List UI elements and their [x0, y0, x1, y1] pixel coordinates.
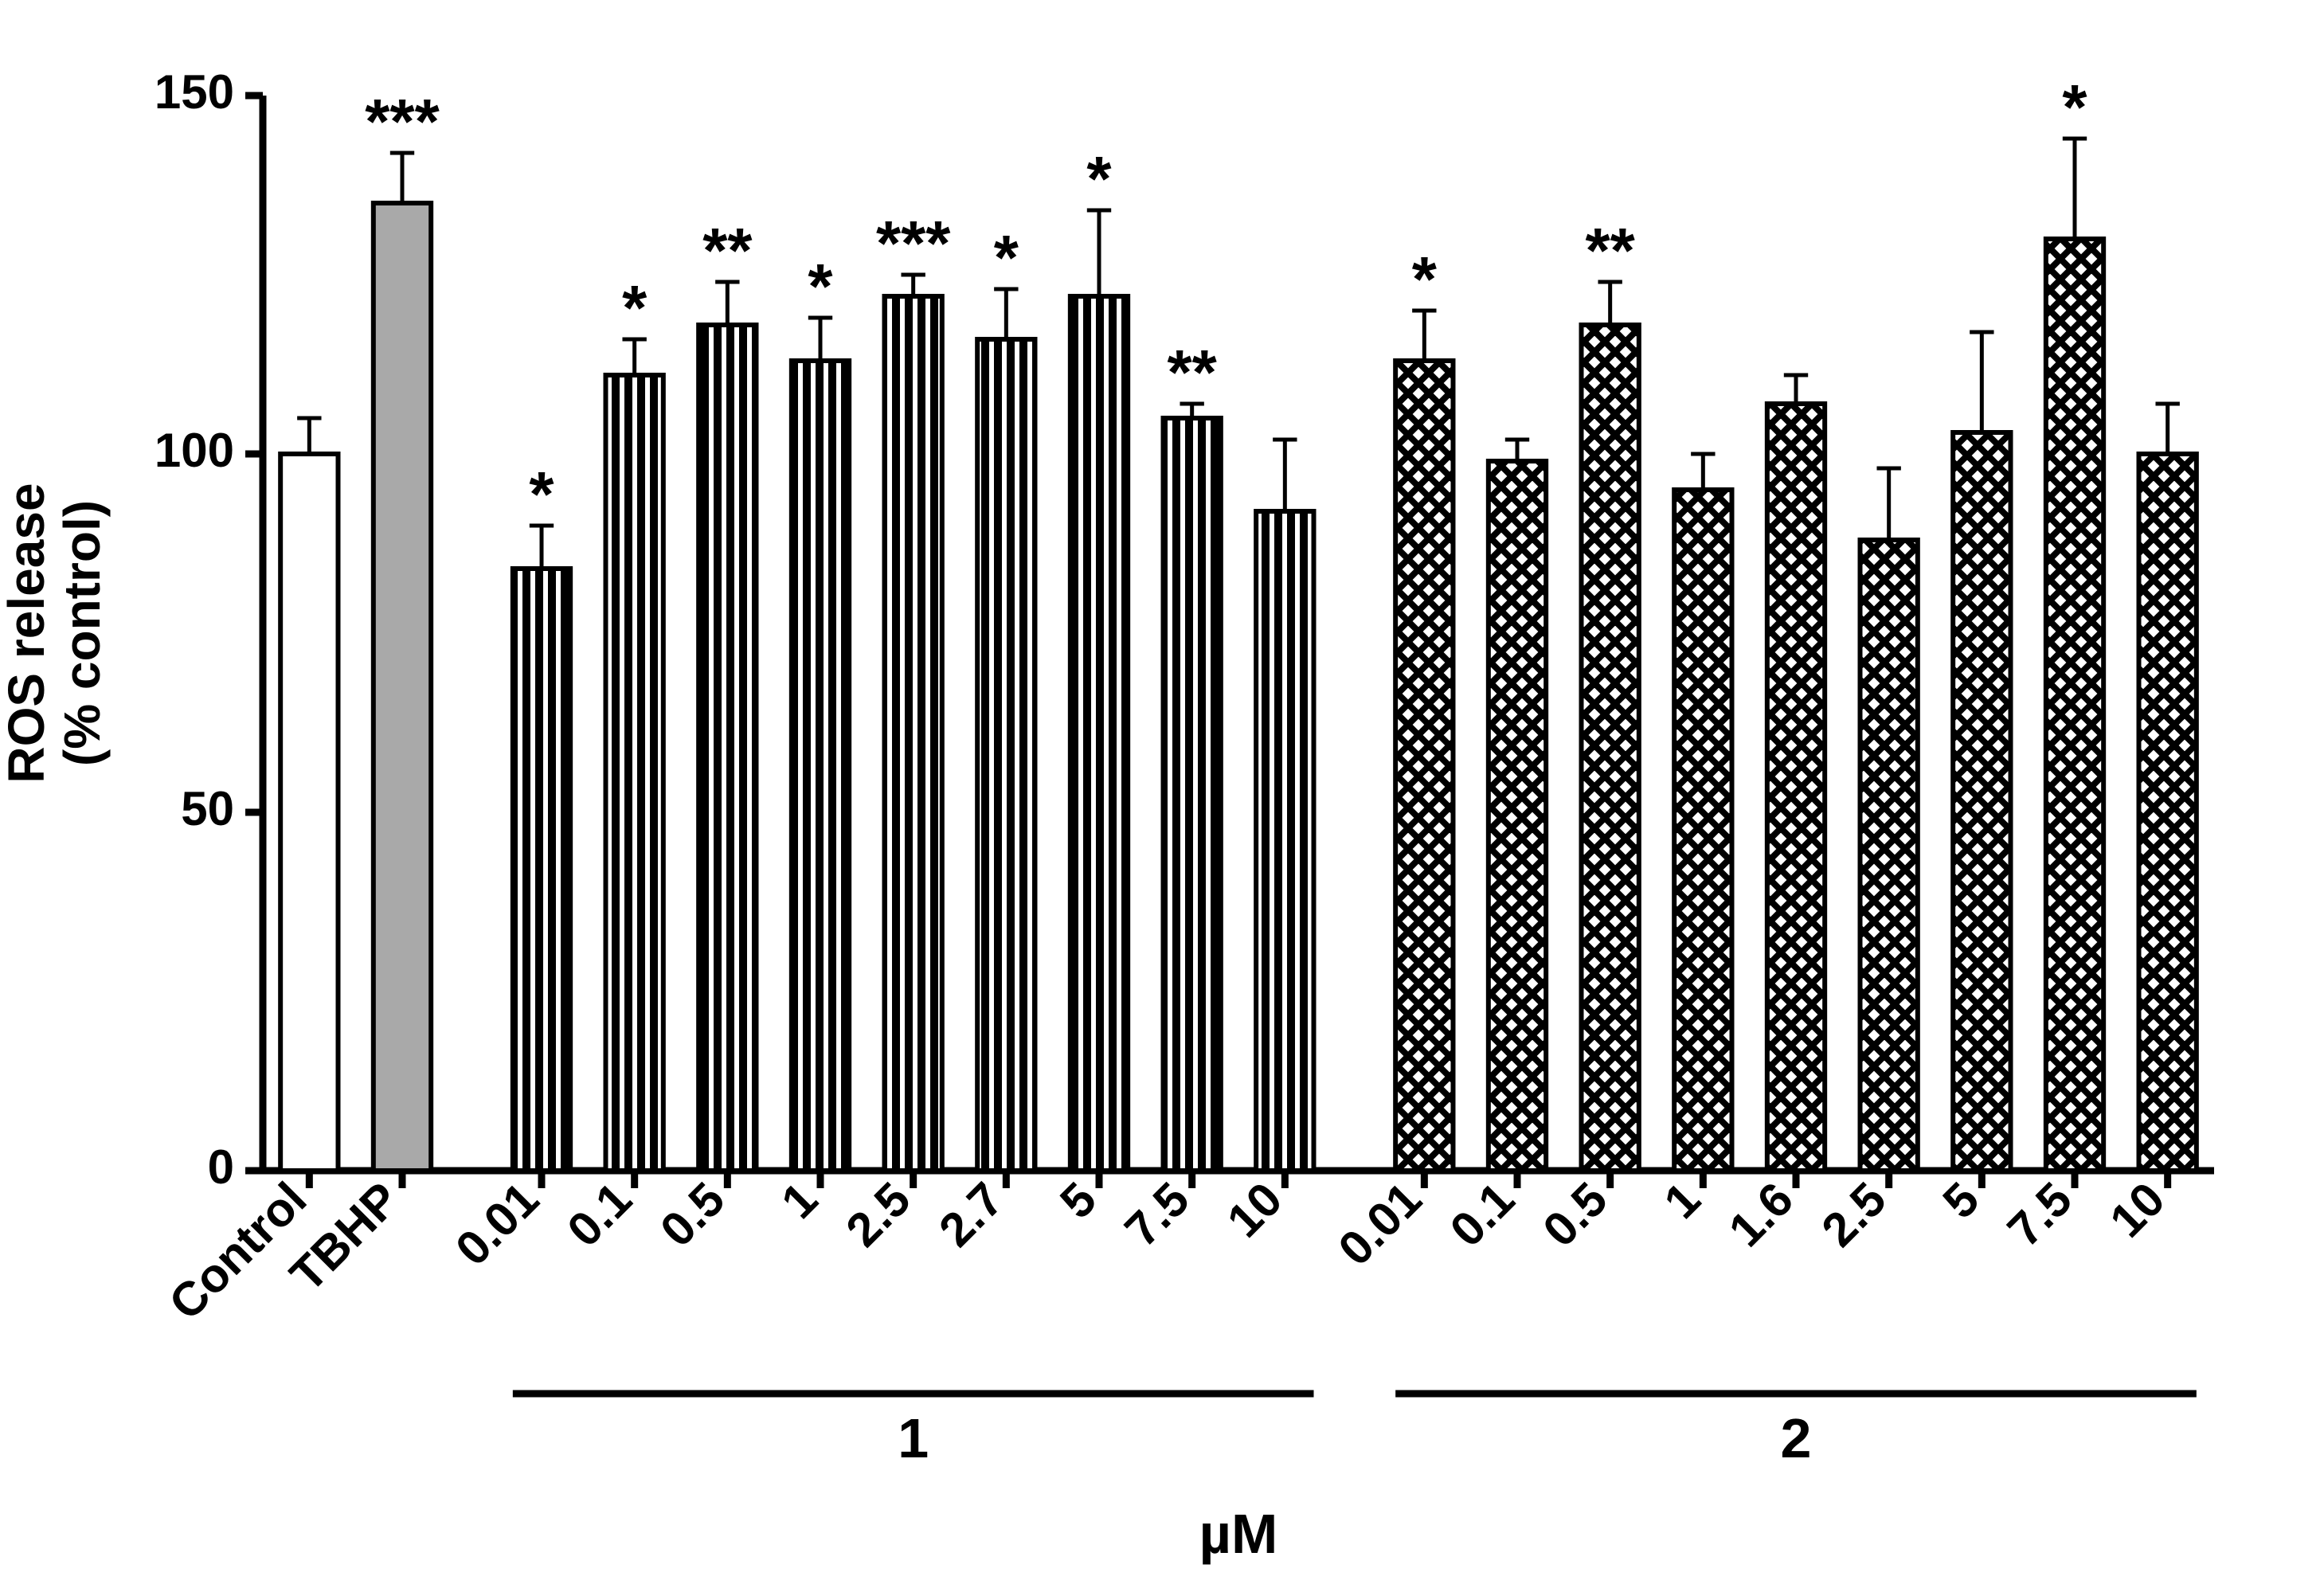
significance-marker: **: [1586, 215, 1636, 286]
y-axis-title: ROS release(% control): [0, 483, 111, 783]
bar: [280, 454, 338, 1171]
bar: [1164, 418, 1221, 1171]
x-axis-title: µM: [1199, 1503, 1278, 1565]
x-tick-label: 0.5: [650, 1172, 734, 1257]
x-tick-label: 10: [1217, 1172, 1293, 1248]
significance-marker: *: [622, 272, 648, 343]
bar: [513, 569, 570, 1171]
x-tick-label: 10: [2099, 1172, 2175, 1248]
x-tick-label: 2.5: [835, 1172, 920, 1257]
significance-marker: *: [529, 459, 554, 530]
y-tick-label: 0: [208, 1140, 234, 1194]
bar: [2139, 454, 2197, 1171]
bar: [1860, 540, 1918, 1171]
bar: [698, 325, 756, 1171]
significance-marker: *: [1086, 143, 1112, 214]
ros-release-bar-chart: 050100150ROS release(% control)Control**…: [0, 0, 2324, 1580]
y-tick-label: 150: [155, 65, 234, 119]
bar: [977, 339, 1035, 1171]
x-tick-label: 0.1: [1440, 1172, 1524, 1257]
bar: [1674, 490, 1731, 1171]
x-tick-label: 2.5: [1811, 1172, 1896, 1257]
bar: [374, 203, 431, 1171]
chart-svg: 050100150ROS release(% control)Control**…: [0, 0, 2324, 1580]
x-tick-label: 7.5: [1997, 1172, 2082, 1257]
bar: [1395, 361, 1453, 1171]
significance-marker: *: [808, 251, 833, 322]
bar: [1767, 404, 1825, 1171]
bar: [1070, 296, 1128, 1171]
significance-marker: *: [2062, 72, 2087, 143]
significance-marker: *: [994, 222, 1019, 293]
x-tick-label: 7.5: [1114, 1172, 1199, 1257]
x-tick-label: 0.5: [1532, 1172, 1617, 1257]
bar: [1953, 432, 2010, 1171]
bar: [885, 296, 942, 1171]
bar: [1489, 461, 1546, 1171]
y-tick-label: 50: [181, 782, 234, 835]
significance-marker: **: [1168, 337, 1218, 408]
bar: [2046, 239, 2103, 1171]
bar: [1256, 511, 1313, 1171]
bar: [1582, 325, 1639, 1171]
significance-marker: ***: [876, 208, 951, 279]
x-tick-label: 0.1: [557, 1172, 641, 1257]
group-label: 1: [898, 1407, 929, 1469]
bar: [606, 375, 663, 1171]
significance-marker: ***: [365, 86, 440, 157]
x-tick-label: TBHP: [280, 1172, 409, 1302]
x-tick-label: 1.6: [1719, 1172, 1803, 1257]
y-tick-label: 100: [155, 424, 234, 477]
x-tick-label: 0.01: [445, 1172, 549, 1276]
x-tick-label: 2.7: [929, 1172, 1013, 1257]
significance-marker: *: [1412, 244, 1438, 315]
bar: [792, 361, 849, 1171]
x-tick-label: 0.01: [1328, 1172, 1432, 1276]
significance-marker: **: [702, 215, 753, 286]
group-label: 2: [1781, 1407, 1812, 1469]
